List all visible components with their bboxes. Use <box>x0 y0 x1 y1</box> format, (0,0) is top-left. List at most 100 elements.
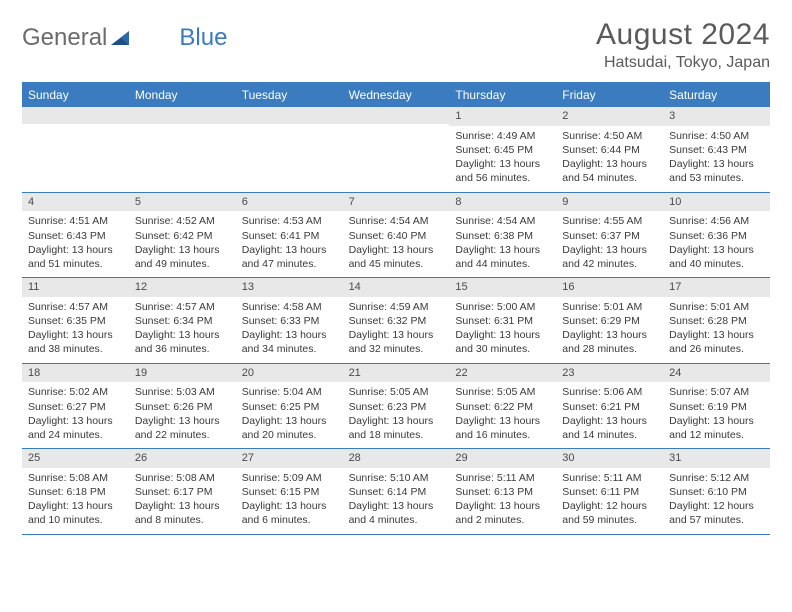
sunrise-text: Sunrise: 4:59 AM <box>349 300 444 314</box>
daylight-text: Daylight: 13 hours and 44 minutes. <box>455 243 550 271</box>
location-label: Hatsudai, Tokyo, Japan <box>596 54 770 72</box>
sunset-text: Sunset: 6:26 PM <box>135 400 230 414</box>
sunrise-text: Sunrise: 4:54 AM <box>455 214 550 228</box>
calendar-grid: Sunday Monday Tuesday Wednesday Thursday… <box>22 82 770 535</box>
day-number: 20 <box>236 364 343 383</box>
day-cell: 1Sunrise: 4:49 AMSunset: 6:45 PMDaylight… <box>449 107 556 192</box>
sunset-text: Sunset: 6:21 PM <box>562 400 657 414</box>
day-cell: 19Sunrise: 5:03 AMSunset: 6:26 PMDayligh… <box>129 364 236 449</box>
sunrise-text: Sunrise: 5:11 AM <box>455 471 550 485</box>
day-number: 8 <box>449 193 556 212</box>
day-body: Sunrise: 5:09 AMSunset: 6:15 PMDaylight:… <box>236 468 343 534</box>
day-number: 1 <box>449 107 556 126</box>
sunrise-text: Sunrise: 5:05 AM <box>455 385 550 399</box>
day-body: Sunrise: 5:05 AMSunset: 6:23 PMDaylight:… <box>343 382 450 448</box>
sunset-text: Sunset: 6:23 PM <box>349 400 444 414</box>
day-number: 30 <box>556 449 663 468</box>
daylight-text: Daylight: 13 hours and 49 minutes. <box>135 243 230 271</box>
daylight-text: Daylight: 13 hours and 4 minutes. <box>349 499 444 527</box>
sunrise-text: Sunrise: 4:52 AM <box>135 214 230 228</box>
day-body: Sunrise: 5:07 AMSunset: 6:19 PMDaylight:… <box>663 382 770 448</box>
daylight-text: Daylight: 13 hours and 40 minutes. <box>669 243 764 271</box>
day-cell: 18Sunrise: 5:02 AMSunset: 6:27 PMDayligh… <box>22 364 129 449</box>
day-number: 27 <box>236 449 343 468</box>
sunrise-text: Sunrise: 4:56 AM <box>669 214 764 228</box>
day-cell: 2Sunrise: 4:50 AMSunset: 6:44 PMDaylight… <box>556 107 663 192</box>
day-cell: 11Sunrise: 4:57 AMSunset: 6:35 PMDayligh… <box>22 278 129 363</box>
day-number: 23 <box>556 364 663 383</box>
sunrise-text: Sunrise: 4:49 AM <box>455 129 550 143</box>
day-cell: 31Sunrise: 5:12 AMSunset: 6:10 PMDayligh… <box>663 449 770 534</box>
day-cell: 29Sunrise: 5:11 AMSunset: 6:13 PMDayligh… <box>449 449 556 534</box>
day-body: Sunrise: 4:49 AMSunset: 6:45 PMDaylight:… <box>449 126 556 192</box>
sunset-text: Sunset: 6:45 PM <box>455 143 550 157</box>
day-cell: 17Sunrise: 5:01 AMSunset: 6:28 PMDayligh… <box>663 278 770 363</box>
day-body: Sunrise: 5:06 AMSunset: 6:21 PMDaylight:… <box>556 382 663 448</box>
sunrise-text: Sunrise: 4:58 AM <box>242 300 337 314</box>
sunrise-text: Sunrise: 5:05 AM <box>349 385 444 399</box>
day-body <box>343 124 450 186</box>
sunrise-text: Sunrise: 5:08 AM <box>135 471 230 485</box>
sunset-text: Sunset: 6:17 PM <box>135 485 230 499</box>
day-body: Sunrise: 5:08 AMSunset: 6:18 PMDaylight:… <box>22 468 129 534</box>
daylight-text: Daylight: 13 hours and 53 minutes. <box>669 157 764 185</box>
day-cell: 9Sunrise: 4:55 AMSunset: 6:37 PMDaylight… <box>556 193 663 278</box>
day-body: Sunrise: 5:11 AMSunset: 6:13 PMDaylight:… <box>449 468 556 534</box>
day-cell: 15Sunrise: 5:00 AMSunset: 6:31 PMDayligh… <box>449 278 556 363</box>
sunrise-text: Sunrise: 5:03 AM <box>135 385 230 399</box>
day-number: 10 <box>663 193 770 212</box>
day-body: Sunrise: 5:05 AMSunset: 6:22 PMDaylight:… <box>449 382 556 448</box>
day-cell: 3Sunrise: 4:50 AMSunset: 6:43 PMDaylight… <box>663 107 770 192</box>
page-header: General Blue August 2024 Hatsudai, Tokyo… <box>22 18 770 72</box>
day-number: 6 <box>236 193 343 212</box>
day-number <box>22 107 129 124</box>
sunset-text: Sunset: 6:31 PM <box>455 314 550 328</box>
day-cell <box>236 107 343 192</box>
day-number: 29 <box>449 449 556 468</box>
daylight-text: Daylight: 13 hours and 47 minutes. <box>242 243 337 271</box>
weekday-header: Friday <box>556 84 663 107</box>
daylight-text: Daylight: 13 hours and 2 minutes. <box>455 499 550 527</box>
day-number: 4 <box>22 193 129 212</box>
day-number: 3 <box>663 107 770 126</box>
calendar-page: General Blue August 2024 Hatsudai, Tokyo… <box>0 0 792 547</box>
sunrise-text: Sunrise: 5:00 AM <box>455 300 550 314</box>
day-number: 18 <box>22 364 129 383</box>
sunrise-text: Sunrise: 5:02 AM <box>28 385 123 399</box>
day-cell: 16Sunrise: 5:01 AMSunset: 6:29 PMDayligh… <box>556 278 663 363</box>
day-cell: 4Sunrise: 4:51 AMSunset: 6:43 PMDaylight… <box>22 193 129 278</box>
week-row: 25Sunrise: 5:08 AMSunset: 6:18 PMDayligh… <box>22 449 770 535</box>
day-number: 21 <box>343 364 450 383</box>
daylight-text: Daylight: 12 hours and 57 minutes. <box>669 499 764 527</box>
day-number: 2 <box>556 107 663 126</box>
daylight-text: Daylight: 13 hours and 30 minutes. <box>455 328 550 356</box>
brand-part2: Blue <box>179 24 227 52</box>
day-body: Sunrise: 4:55 AMSunset: 6:37 PMDaylight:… <box>556 211 663 277</box>
day-cell <box>22 107 129 192</box>
daylight-text: Daylight: 13 hours and 28 minutes. <box>562 328 657 356</box>
day-number: 25 <box>22 449 129 468</box>
daylight-text: Daylight: 13 hours and 32 minutes. <box>349 328 444 356</box>
day-number: 12 <box>129 278 236 297</box>
day-body: Sunrise: 5:08 AMSunset: 6:17 PMDaylight:… <box>129 468 236 534</box>
sunset-text: Sunset: 6:11 PM <box>562 485 657 499</box>
daylight-text: Daylight: 13 hours and 6 minutes. <box>242 499 337 527</box>
day-body: Sunrise: 5:00 AMSunset: 6:31 PMDaylight:… <box>449 297 556 363</box>
day-body: Sunrise: 5:12 AMSunset: 6:10 PMDaylight:… <box>663 468 770 534</box>
day-number: 17 <box>663 278 770 297</box>
day-number <box>129 107 236 124</box>
daylight-text: Daylight: 13 hours and 26 minutes. <box>669 328 764 356</box>
day-body <box>236 124 343 186</box>
daylight-text: Daylight: 13 hours and 14 minutes. <box>562 414 657 442</box>
sunset-text: Sunset: 6:18 PM <box>28 485 123 499</box>
month-title: August 2024 <box>596 18 770 52</box>
sunrise-text: Sunrise: 5:12 AM <box>669 471 764 485</box>
week-row: 18Sunrise: 5:02 AMSunset: 6:27 PMDayligh… <box>22 364 770 450</box>
logo-sail-icon <box>109 28 131 48</box>
day-body: Sunrise: 4:53 AMSunset: 6:41 PMDaylight:… <box>236 211 343 277</box>
day-cell: 27Sunrise: 5:09 AMSunset: 6:15 PMDayligh… <box>236 449 343 534</box>
sunrise-text: Sunrise: 5:04 AM <box>242 385 337 399</box>
day-cell: 26Sunrise: 5:08 AMSunset: 6:17 PMDayligh… <box>129 449 236 534</box>
sunrise-text: Sunrise: 4:50 AM <box>669 129 764 143</box>
daylight-text: Daylight: 13 hours and 22 minutes. <box>135 414 230 442</box>
